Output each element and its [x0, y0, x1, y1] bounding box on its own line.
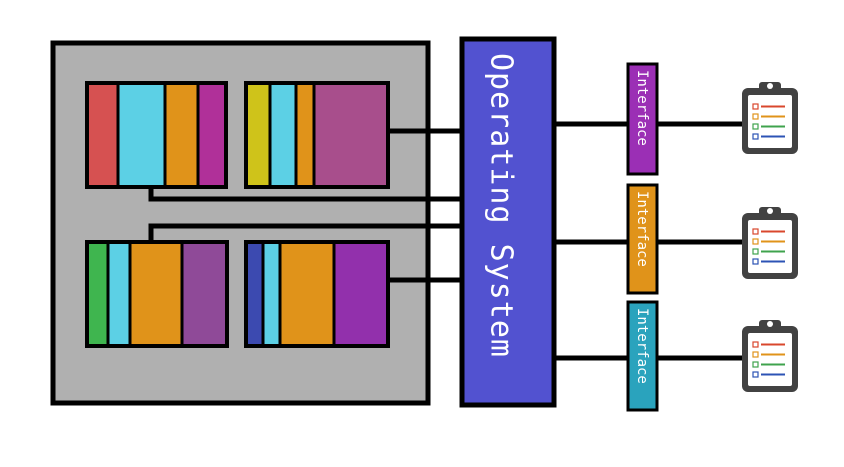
- module-1: [85, 81, 228, 189]
- module-segment: [263, 242, 280, 346]
- module-segment: [130, 242, 182, 346]
- module-segment: [108, 242, 130, 346]
- connector-module-3: [148, 223, 463, 242]
- module-segment: [198, 83, 226, 187]
- module-segment: [165, 83, 198, 187]
- operating-system-box: [459, 36, 557, 408]
- module-3: [85, 240, 229, 348]
- module-segment: [87, 242, 108, 346]
- module-segment: [334, 242, 388, 346]
- module-segment: [246, 242, 263, 346]
- module-segment: [87, 83, 118, 187]
- clipboard-checklist-icon: [741, 319, 799, 393]
- module-segment: [246, 83, 270, 187]
- module-2: [244, 81, 390, 189]
- interface-label: Interface: [634, 191, 650, 267]
- module-segment: [270, 83, 296, 187]
- interface-3: Interface: [626, 300, 659, 412]
- module-segment: [296, 83, 314, 187]
- module-4: [244, 240, 390, 348]
- operating-system-label: Operating System: [484, 53, 519, 358]
- module-segment: [280, 242, 334, 346]
- module-segment: [118, 83, 165, 187]
- interface-label: Interface: [634, 70, 650, 146]
- clipboard-checklist-icon: [741, 206, 799, 280]
- interface-2: Interface: [626, 183, 659, 295]
- module-segment: [182, 242, 227, 346]
- interface-1: Interface: [626, 62, 659, 176]
- connector-module-1: [148, 187, 463, 202]
- clipboard-checklist-icon: [741, 81, 799, 155]
- module-segment: [314, 83, 388, 187]
- interface-label: Interface: [634, 308, 650, 384]
